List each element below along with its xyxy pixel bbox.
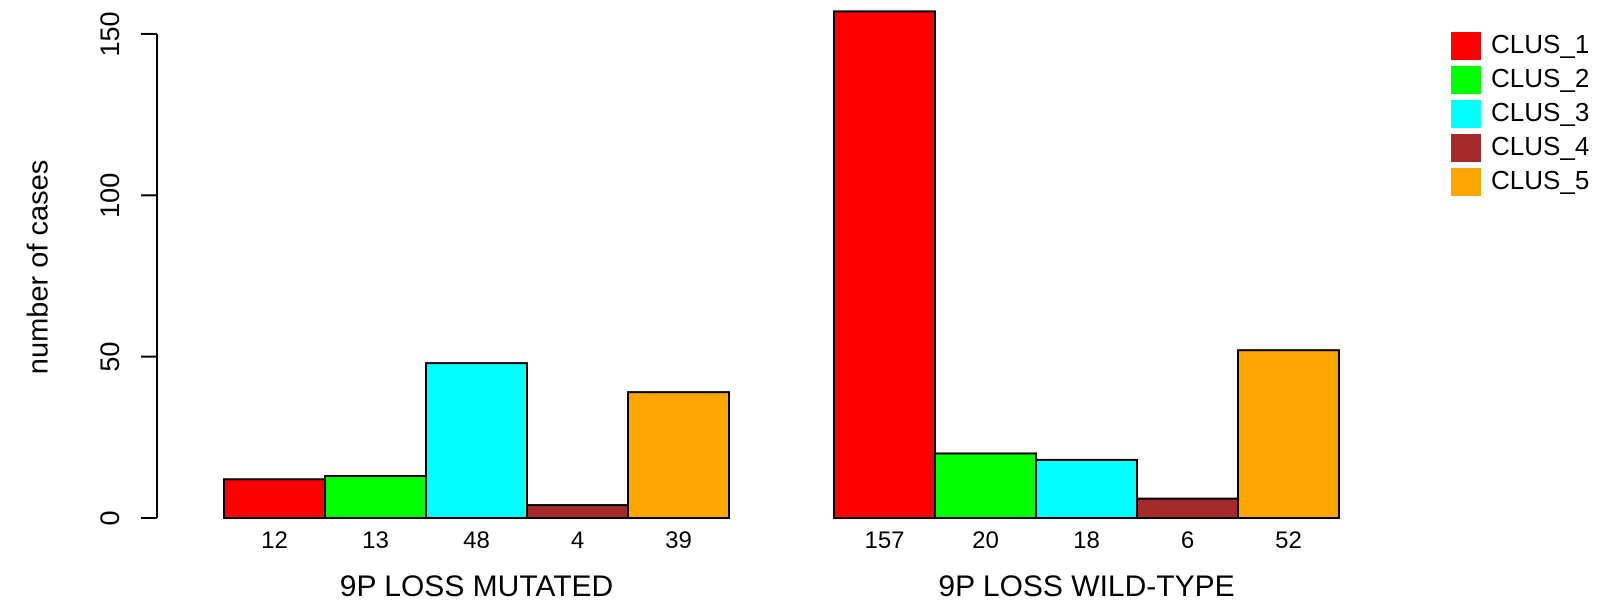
bar-value-label: 157 [864,527,904,554]
legend-label: CLUS_2 [1491,63,1589,93]
bar-value-label: 6 [1181,527,1194,554]
bar-clus-5 [627,391,730,519]
legend-swatch [1451,66,1481,94]
legend-swatch [1451,32,1481,60]
bar-clus-2 [934,452,1037,519]
bar-value-label: 13 [362,527,389,554]
bar-clus-1 [223,478,326,519]
bar-value-label: 48 [463,527,490,554]
bar-value-label: 39 [665,527,692,554]
legend-swatch [1451,168,1481,196]
y-axis-title: number of cases [23,160,55,374]
y-tick-label: 0 [95,510,125,525]
legend-label: CLUS_5 [1491,165,1589,195]
y-tick-label: 50 [95,342,125,372]
bar-clus-1 [833,10,936,520]
legend-label: CLUS_1 [1491,29,1589,59]
bar-value-label: 12 [261,527,288,554]
bar-clus-3 [1035,458,1138,519]
bar-clus-4 [526,504,629,520]
bar-clus-4 [1136,497,1239,519]
bar-clus-3 [425,362,528,519]
legend-swatch [1451,100,1481,128]
bar-value-label: 52 [1275,527,1302,554]
bar-value-label: 4 [571,527,584,554]
legend-label: CLUS_4 [1491,131,1589,161]
bar-clus-5 [1237,349,1340,520]
bar-clus-2 [324,475,427,520]
group-label: 9P LOSS MUTATED [340,570,613,601]
group-label: 9P LOSS WILD-TYPE [938,570,1234,601]
legend-label: CLUS_3 [1491,97,1589,127]
bar-value-label: 18 [1073,527,1100,554]
y-tick-label: 150 [95,11,125,56]
y-tick-label: 100 [95,173,125,218]
legend-swatch [1451,134,1481,162]
bar-value-label: 20 [972,527,999,554]
